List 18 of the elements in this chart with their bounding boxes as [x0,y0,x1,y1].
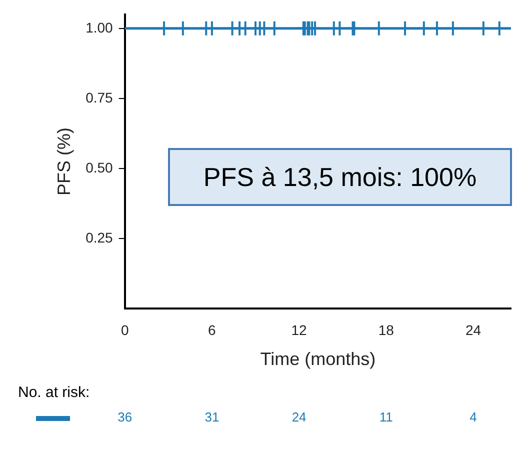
x-tick-label: 0 [120,322,129,338]
text: 31 [204,410,220,425]
y-tick-label: 1.00 [86,19,114,36]
y-tick-label: 0.50 [86,159,114,176]
x-tick-label: 6 [208,322,216,338]
x-tick-label: 12 [291,322,308,338]
text: 24 [292,410,306,425]
y-tick-label: 0.25 [86,229,114,246]
text: 11 [379,410,393,425]
text: 4 [470,410,477,425]
x-axis-title: Time (months) [260,349,376,370]
y-axis-title: PFS (%) [54,127,74,196]
annotation: PFS à 13,5 mois: 100% [168,148,512,206]
x-tick-label: 24 [465,322,482,338]
text: 36 [118,410,132,425]
y-tick-label: 0.75 [86,89,114,106]
x-tick-label: 18 [378,322,394,338]
text: No. at risk: [18,384,90,402]
